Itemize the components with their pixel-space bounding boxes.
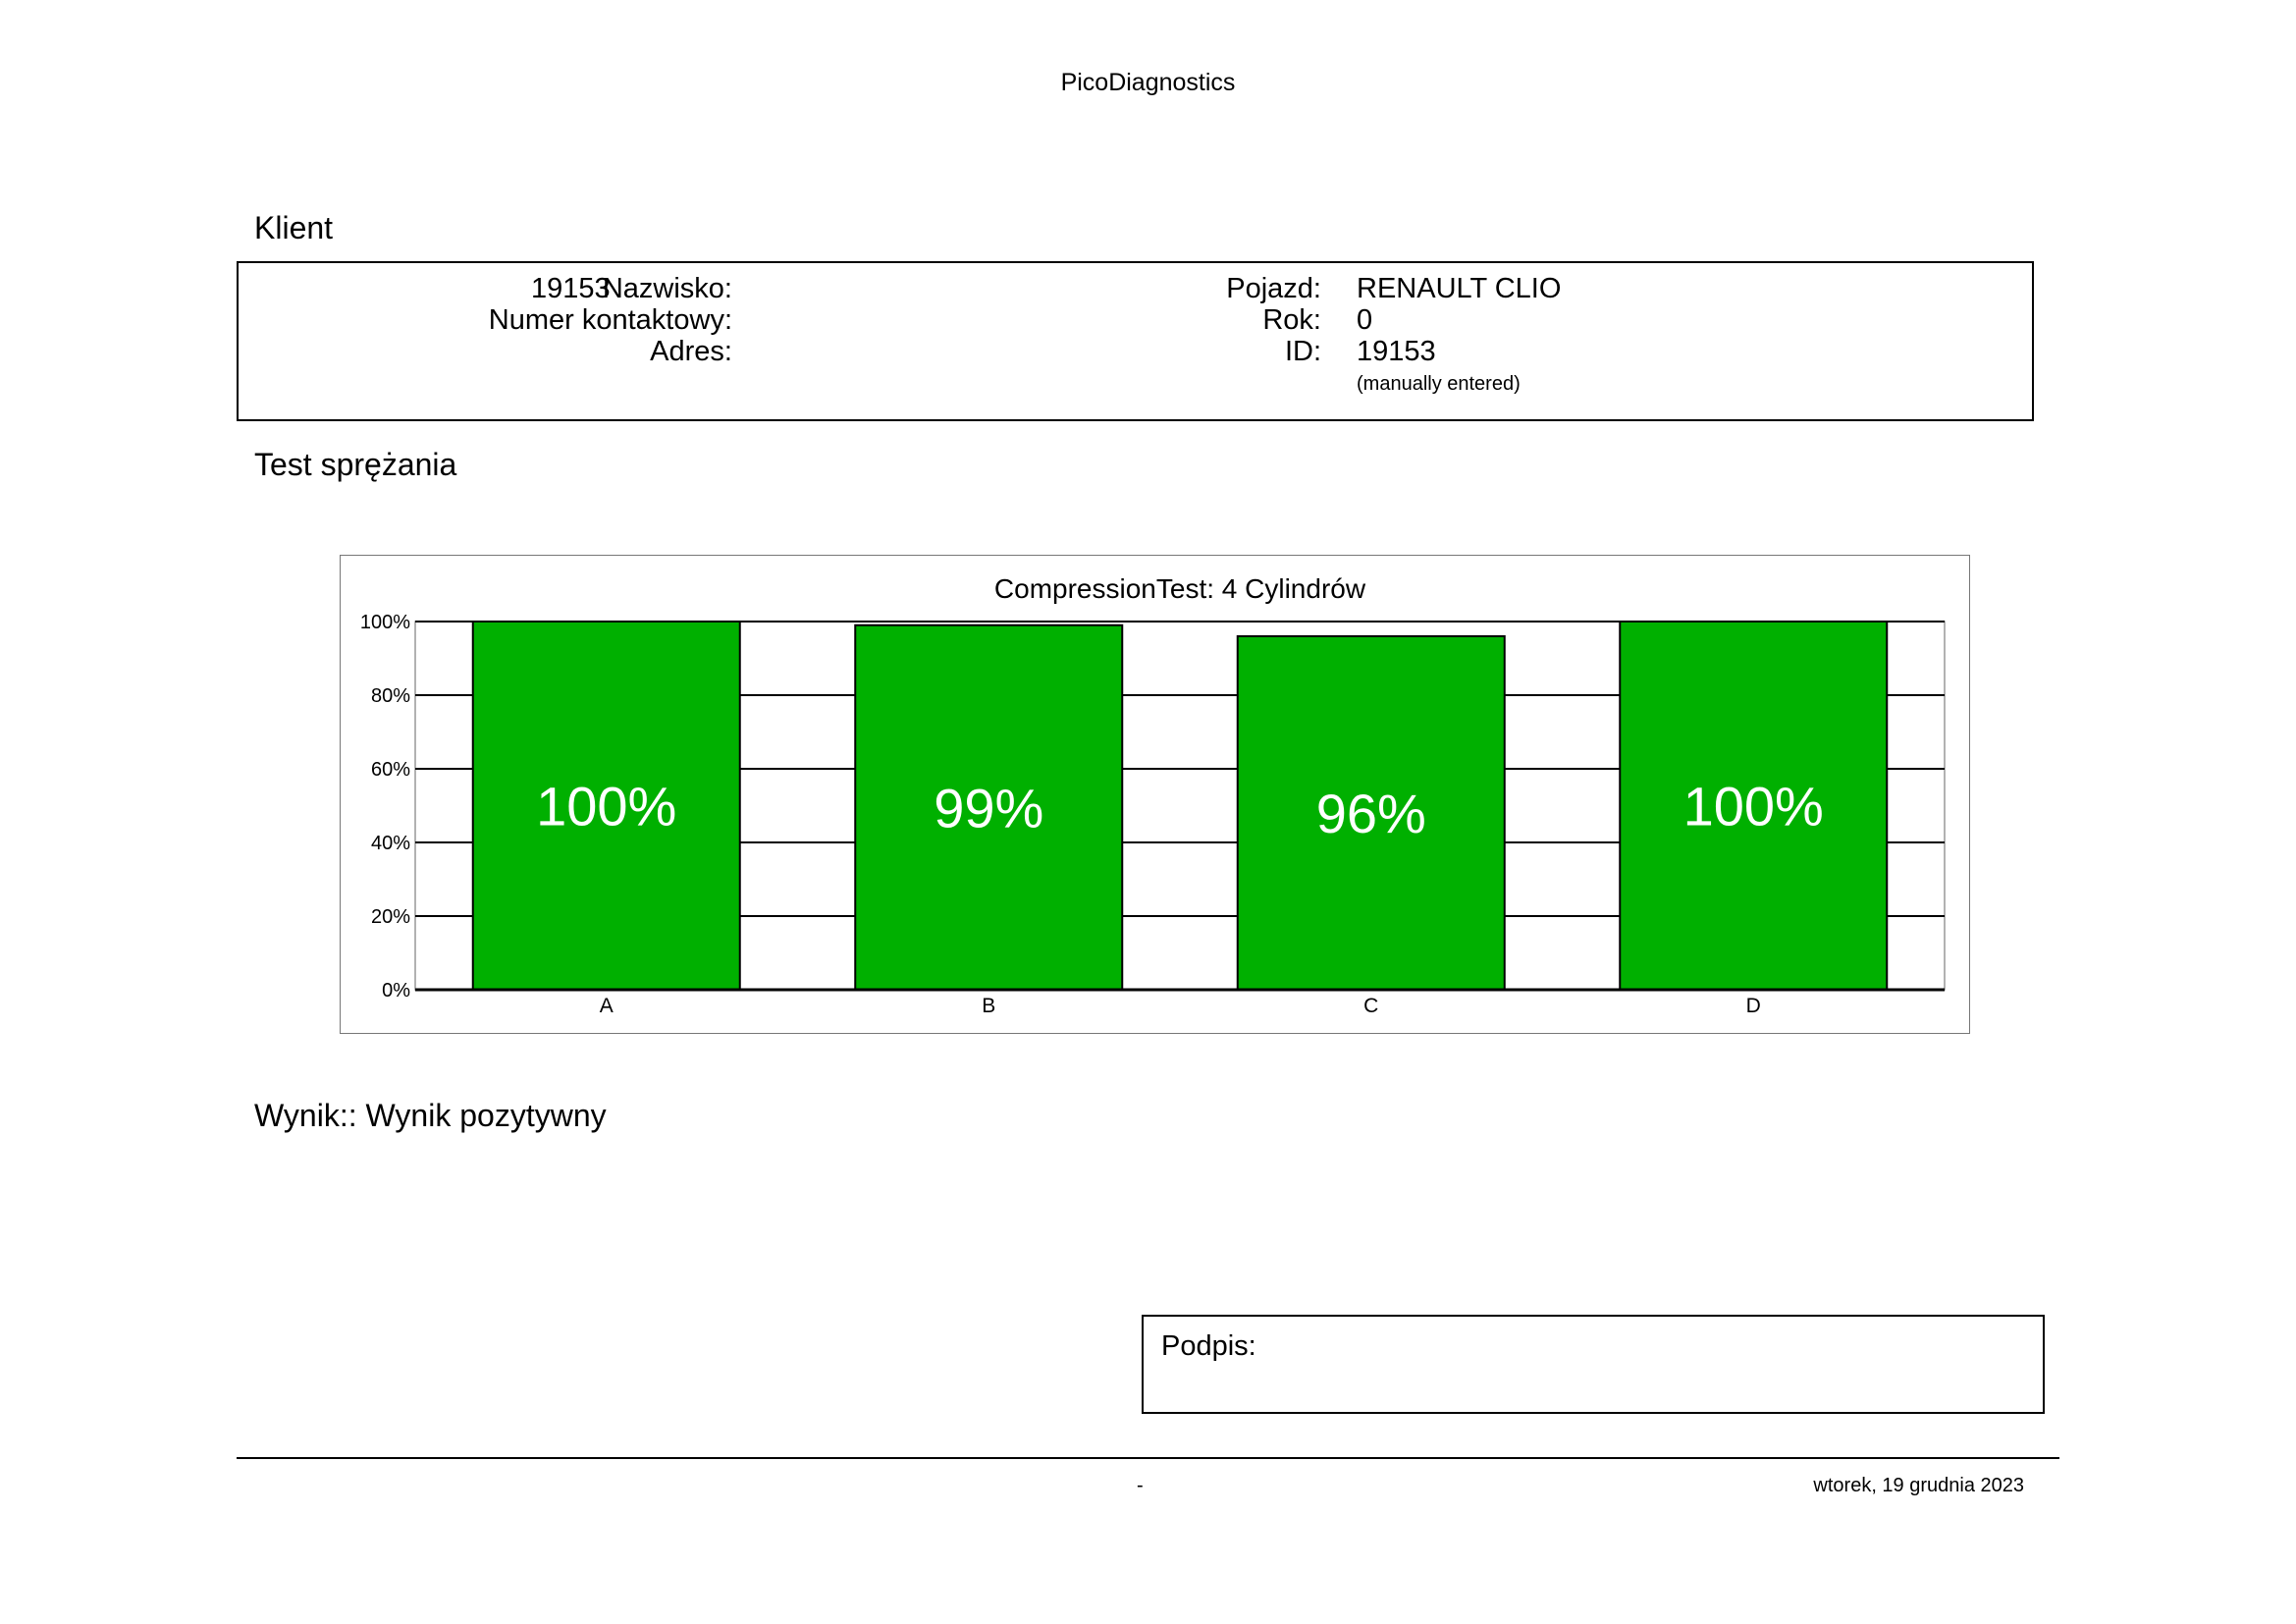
y-tick-label: 0%: [382, 980, 410, 1001]
id-value: 19153: [1357, 336, 1436, 367]
address-label: Adres:: [650, 336, 732, 367]
bar-D: [1619, 621, 1889, 991]
client-section-title: Klient: [254, 210, 334, 245]
test-section-title: Test sprężania: [254, 447, 457, 482]
bar-A: [471, 621, 741, 991]
id-label: ID:: [1284, 336, 1321, 367]
x-tick-label: B: [982, 995, 995, 1017]
y-tick-label: 100%: [360, 612, 410, 633]
x-tick-label: D: [1746, 995, 1761, 1017]
bar-C: [1236, 635, 1506, 991]
y-tick-label: 20%: [371, 906, 410, 928]
y-tick-label: 80%: [371, 685, 410, 707]
signature-box: Podpis:: [1142, 1315, 2045, 1414]
bar-value-label: 100%: [1683, 776, 1824, 838]
y-tick-label: 40%: [371, 833, 410, 854]
bar-value-label: 96%: [1316, 783, 1426, 844]
vehicle-value: RENAULT CLIO: [1357, 273, 1562, 304]
bar-value-label: 99%: [934, 777, 1043, 839]
vehicle-label: Pojazd:: [1226, 273, 1321, 304]
footer-page-marker: -: [1137, 1475, 1144, 1496]
year-value: 0: [1357, 304, 1373, 336]
compression-chart: CompressionTest: 4 Cylindrów 0% 20% 40% 60% 8…: [340, 555, 1970, 1034]
year-label: Rok:: [1262, 304, 1321, 336]
surname-label: Nazwisko:: [602, 273, 732, 304]
x-tick-label: C: [1363, 995, 1378, 1017]
chart-title: CompressionTest: 4 Cylindrów: [994, 573, 1366, 604]
id-note: (manually entered): [1357, 373, 1521, 395]
x-tick-label: A: [600, 995, 614, 1017]
footer-divider: [237, 1457, 2059, 1459]
bar-value-label: 100%: [536, 776, 676, 838]
bar-B: [854, 623, 1124, 991]
signature-label: Podpis:: [1161, 1330, 1256, 1362]
app-title: PicoDiagnostics: [1060, 69, 1236, 96]
footer-date: wtorek, 19 grudnia 2023: [1813, 1475, 2024, 1496]
compression-chart-svg: CompressionTest: 4 Cylindrów 0% 20% 40% 60% 8…: [360, 573, 1946, 1017]
surname-value: 19153: [531, 273, 611, 304]
client-info-box: Nazwisko: 19153 Numer kontaktowy: Adres:…: [237, 261, 2034, 421]
y-tick-label: 60%: [371, 759, 410, 781]
contact-number-label: Numer kontaktowy:: [488, 304, 732, 336]
result-text: Wynik:: Wynik pozytywny: [254, 1098, 607, 1133]
